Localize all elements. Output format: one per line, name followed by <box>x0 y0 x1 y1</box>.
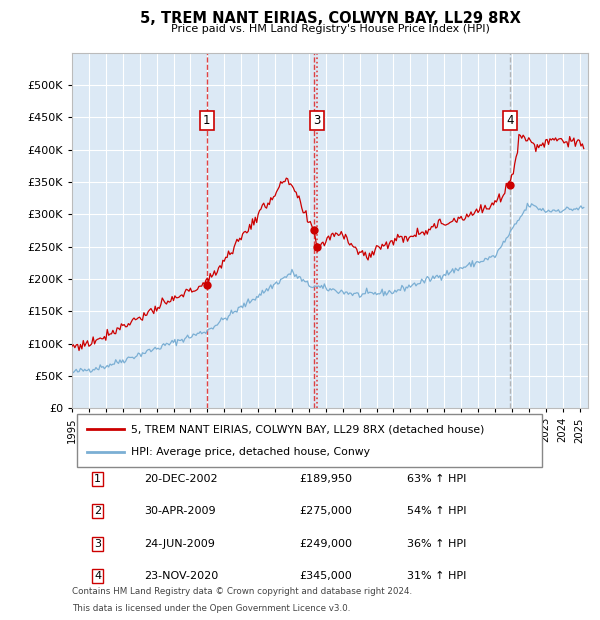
Text: 36% ↑ HPI: 36% ↑ HPI <box>407 539 467 549</box>
Text: 5, TREM NANT EIRIAS, COLWYN BAY, LL29 8RX (detached house): 5, TREM NANT EIRIAS, COLWYN BAY, LL29 8R… <box>131 424 485 434</box>
Text: 30-APR-2009: 30-APR-2009 <box>144 507 216 516</box>
Text: 4: 4 <box>94 571 101 581</box>
Text: 1: 1 <box>203 114 211 127</box>
Text: 1: 1 <box>94 474 101 484</box>
Text: 24-JUN-2009: 24-JUN-2009 <box>144 539 215 549</box>
Text: 63% ↑ HPI: 63% ↑ HPI <box>407 474 467 484</box>
Text: 4: 4 <box>506 114 514 127</box>
Text: HPI: Average price, detached house, Conwy: HPI: Average price, detached house, Conw… <box>131 447 370 457</box>
Text: This data is licensed under the Open Government Licence v3.0.: This data is licensed under the Open Gov… <box>72 604 350 613</box>
Text: 3: 3 <box>94 539 101 549</box>
Text: 23-NOV-2020: 23-NOV-2020 <box>144 571 218 581</box>
Text: 2: 2 <box>94 507 101 516</box>
FancyBboxPatch shape <box>77 414 542 467</box>
Text: £345,000: £345,000 <box>299 571 352 581</box>
Text: Contains HM Land Registry data © Crown copyright and database right 2024.: Contains HM Land Registry data © Crown c… <box>72 587 412 596</box>
Text: £275,000: £275,000 <box>299 507 352 516</box>
Text: 31% ↑ HPI: 31% ↑ HPI <box>407 571 467 581</box>
Text: 20-DEC-2002: 20-DEC-2002 <box>144 474 218 484</box>
Text: 54% ↑ HPI: 54% ↑ HPI <box>407 507 467 516</box>
Text: £189,950: £189,950 <box>299 474 352 484</box>
Text: 3: 3 <box>313 114 320 127</box>
Text: 5, TREM NANT EIRIAS, COLWYN BAY, LL29 8RX: 5, TREM NANT EIRIAS, COLWYN BAY, LL29 8R… <box>140 11 520 26</box>
Text: Price paid vs. HM Land Registry's House Price Index (HPI): Price paid vs. HM Land Registry's House … <box>170 24 490 33</box>
Text: £249,000: £249,000 <box>299 539 352 549</box>
